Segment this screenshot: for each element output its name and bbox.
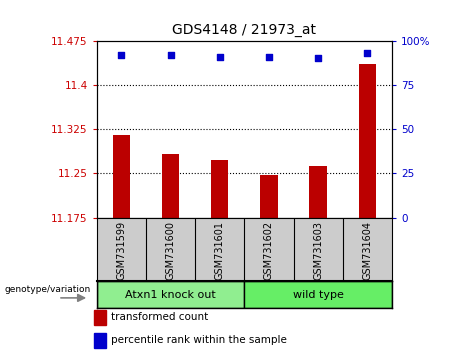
Point: [364, 50, 371, 56]
Title: GDS4148 / 21973_at: GDS4148 / 21973_at: [172, 23, 316, 37]
Bar: [244, 281, 392, 308]
Text: GSM731603: GSM731603: [313, 221, 323, 280]
Point: [216, 54, 224, 59]
Text: percentile rank within the sample: percentile rank within the sample: [112, 335, 287, 345]
Bar: [211, 160, 228, 218]
Text: GSM731599: GSM731599: [116, 221, 126, 280]
Text: transformed count: transformed count: [112, 312, 209, 322]
Point: [167, 52, 174, 58]
Point: [265, 54, 272, 59]
Text: GSM731604: GSM731604: [362, 221, 372, 280]
Bar: [95, 333, 106, 348]
Bar: [97, 281, 244, 308]
Bar: [359, 64, 376, 218]
Bar: [95, 310, 106, 325]
Text: Atxn1 knock out: Atxn1 knock out: [125, 290, 216, 300]
Text: GSM731600: GSM731600: [165, 221, 176, 280]
Bar: [113, 135, 130, 218]
Point: [314, 56, 322, 61]
Text: GSM731601: GSM731601: [215, 221, 225, 280]
Bar: [162, 154, 179, 218]
Bar: [309, 166, 327, 218]
Text: genotype/variation: genotype/variation: [5, 285, 91, 295]
Text: wild type: wild type: [293, 290, 343, 300]
Point: [118, 52, 125, 58]
Text: GSM731602: GSM731602: [264, 221, 274, 280]
Bar: [260, 175, 278, 218]
